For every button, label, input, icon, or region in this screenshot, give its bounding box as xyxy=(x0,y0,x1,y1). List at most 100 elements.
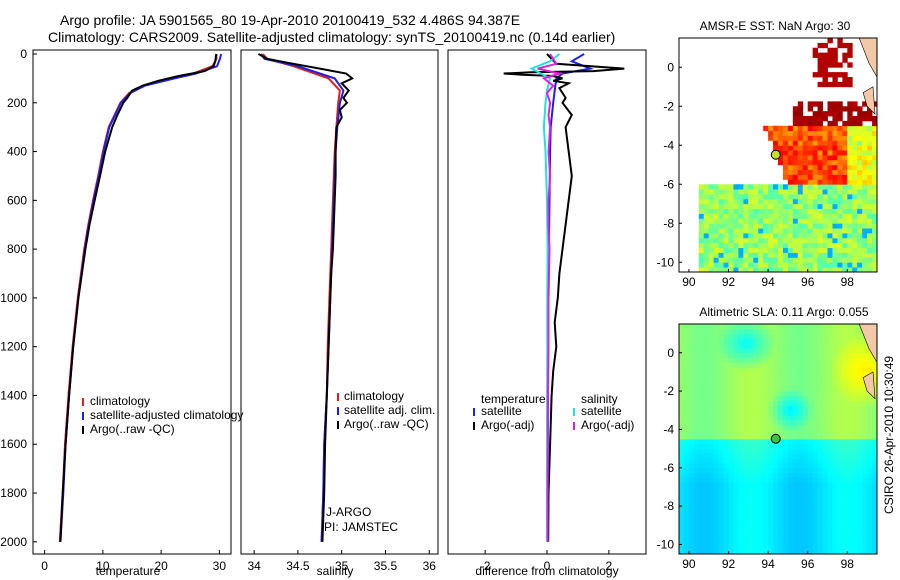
map-cell xyxy=(837,194,843,200)
map-cell xyxy=(708,252,715,258)
map-cell xyxy=(758,233,764,239)
map-cell xyxy=(792,515,799,521)
map-cell xyxy=(792,549,799,555)
map-cell xyxy=(782,174,789,180)
map-cell xyxy=(862,169,868,175)
map-cell xyxy=(713,458,719,464)
map-cell xyxy=(768,130,774,136)
map-cell xyxy=(827,496,833,502)
map-cell xyxy=(852,223,858,229)
map-cell xyxy=(827,140,833,146)
map-cell xyxy=(703,534,710,541)
map-cell xyxy=(792,530,799,536)
map-cell xyxy=(763,544,769,550)
map-cell xyxy=(792,164,799,171)
map-cell xyxy=(842,510,848,517)
map-cell xyxy=(758,429,764,435)
map-cell xyxy=(827,415,833,421)
map-cell xyxy=(812,520,818,526)
map-cell xyxy=(758,252,764,258)
map-cell xyxy=(738,472,744,478)
map-cell xyxy=(807,515,814,521)
map-cell xyxy=(688,549,695,555)
map-cell xyxy=(827,419,833,426)
map-cell xyxy=(738,410,744,416)
map-cell xyxy=(847,135,853,141)
map-cell xyxy=(842,520,848,526)
map-cell xyxy=(842,72,848,78)
map-cell xyxy=(738,184,744,190)
map-cell xyxy=(817,252,823,258)
map-cell xyxy=(698,324,705,330)
map-cell xyxy=(733,520,739,526)
map-cell xyxy=(812,164,818,171)
map-cell xyxy=(693,439,700,445)
map-cell xyxy=(872,242,878,249)
map-cell xyxy=(852,208,858,214)
map-cell xyxy=(807,242,814,249)
x-tick-label: 2 xyxy=(606,559,613,573)
map-cell xyxy=(837,338,843,344)
map-cell xyxy=(792,135,799,141)
map-cell xyxy=(708,506,715,512)
map-cell xyxy=(782,169,789,175)
map-cell xyxy=(708,328,715,334)
map-cell xyxy=(768,247,774,253)
map-cell xyxy=(822,472,828,478)
map-cell xyxy=(693,324,700,330)
map-cell xyxy=(792,324,799,330)
map-cell xyxy=(679,510,685,517)
map-cell xyxy=(723,247,729,253)
map-cell xyxy=(832,81,838,88)
map-cell xyxy=(862,525,868,531)
map-cell xyxy=(748,486,754,493)
map-cell xyxy=(842,462,848,469)
map-cell xyxy=(792,203,799,210)
map-cell xyxy=(847,145,853,151)
map-cell xyxy=(867,125,873,132)
map-cell xyxy=(703,328,710,334)
map-cell xyxy=(807,462,814,469)
map-cell xyxy=(802,208,809,214)
map-cell xyxy=(807,338,814,344)
map-cell xyxy=(867,415,873,421)
map-cell xyxy=(738,424,744,430)
map-cell xyxy=(797,228,804,234)
map-cell xyxy=(867,208,873,214)
map-cell xyxy=(817,415,823,421)
map-cell xyxy=(862,534,868,541)
map-cell xyxy=(872,410,878,416)
map-cell xyxy=(822,424,828,430)
map-cell xyxy=(847,482,853,488)
map-cell xyxy=(718,357,724,363)
map-cell xyxy=(862,184,868,190)
map-cell xyxy=(797,376,804,382)
map-cell xyxy=(852,333,858,339)
map-cell xyxy=(773,218,779,224)
map-cell xyxy=(778,208,784,214)
map-cell xyxy=(832,410,838,416)
map-cell xyxy=(679,448,685,454)
map-cell xyxy=(857,472,863,478)
series-line xyxy=(529,53,561,542)
map-cell xyxy=(698,520,705,526)
map-cell xyxy=(837,491,843,497)
map-cell xyxy=(802,262,809,268)
map-cell xyxy=(847,140,853,146)
map-cell xyxy=(832,419,838,426)
map-cell xyxy=(698,491,705,497)
map-cell xyxy=(797,242,804,249)
map-cell xyxy=(847,501,853,507)
map-cell xyxy=(723,544,729,550)
map-cell xyxy=(867,169,873,175)
map-cell xyxy=(847,47,853,54)
map-cell xyxy=(708,462,715,469)
map-cell xyxy=(698,194,705,200)
map-cell xyxy=(847,371,853,378)
map-cell xyxy=(733,419,739,426)
map-cell xyxy=(812,544,818,550)
map-cell xyxy=(852,482,858,488)
map-cell xyxy=(852,376,858,382)
map-y-tick-label: -2 xyxy=(663,384,674,398)
map-cell xyxy=(718,267,724,273)
